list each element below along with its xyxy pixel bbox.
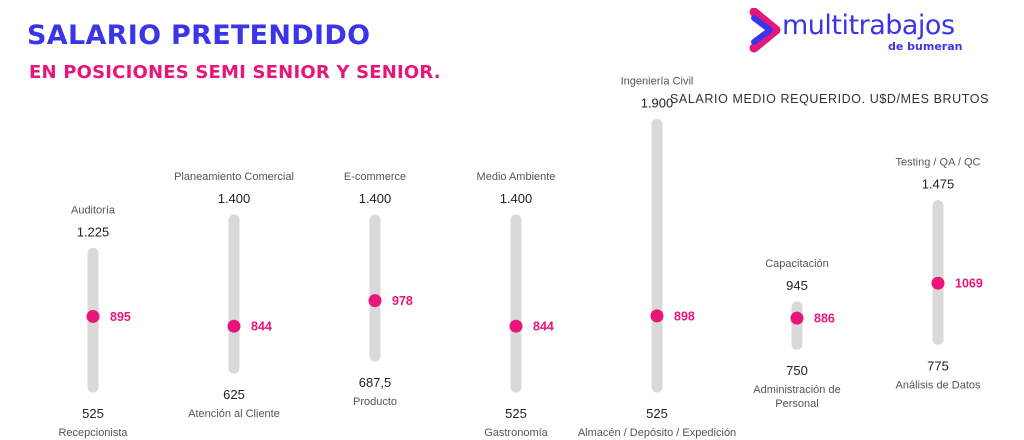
max-category-label: E-commerce — [344, 171, 406, 183]
median-dot — [650, 309, 664, 323]
max-category-label: Auditoría — [71, 204, 116, 216]
max-value-label: 1.475 — [922, 177, 955, 192]
logo-wordmark: multitrabajos — [782, 10, 955, 41]
brand-logo: multitrabajos de bumeran — [748, 6, 1016, 58]
logo-mark-icon — [749, 8, 781, 53]
max-value-label: 1.900 — [641, 95, 674, 110]
median-value-label: 895 — [110, 310, 131, 324]
median-value-label: 844 — [251, 320, 272, 334]
median-dot — [790, 311, 804, 325]
max-category-label: Planeamiento Comercial — [174, 171, 294, 183]
median-value-label: 886 — [814, 312, 835, 326]
median-value-label: 898 — [674, 309, 695, 323]
min-category-label: Producto — [353, 396, 397, 408]
max-value-label: 1.400 — [500, 191, 533, 206]
median-dot — [227, 319, 241, 333]
min-value-label: 687,5 — [359, 375, 392, 390]
min-category-label: Atención al Cliente — [188, 408, 280, 420]
max-value-label: 1.225 — [77, 224, 110, 239]
min-value-label: 775 — [927, 358, 949, 373]
logo-subtext: de bumeran — [888, 40, 963, 53]
max-value-label: 945 — [786, 278, 808, 293]
min-value-label: 525 — [82, 406, 104, 421]
min-category-label: Almacén / Depósito / Expedición — [578, 427, 736, 439]
max-value-label: 1.400 — [218, 191, 251, 206]
median-dot — [509, 319, 523, 333]
min-value-label: 525 — [646, 406, 668, 421]
max-category-label: Ingeniería Civil — [621, 75, 694, 87]
median-value-label: 844 — [533, 320, 554, 334]
min-category-label: Análisis de Datos — [896, 379, 981, 391]
min-value-label: 625 — [223, 387, 245, 402]
max-category-label: Capacitación — [765, 258, 829, 270]
max-category-label: Testing / QA / QC — [896, 157, 981, 169]
median-dot — [931, 276, 945, 290]
median-dot — [86, 309, 100, 323]
median-dot — [368, 294, 382, 308]
page-title: SALARIO PRETENDIDO — [27, 20, 371, 51]
min-category-label: Administración de Personal — [753, 384, 840, 410]
min-category-label: Gastronomía — [484, 427, 548, 439]
min-value-label: 750 — [786, 363, 808, 378]
page-subtitle: EN POSICIONES SEMI SENIOR Y SENIOR. — [29, 62, 441, 83]
max-category-label: Medio Ambiente — [477, 171, 556, 183]
median-value-label: 978 — [392, 294, 413, 308]
median-value-label: 1069 — [955, 277, 983, 291]
min-value-label: 525 — [505, 406, 527, 421]
min-category-label: Recepcionista — [58, 427, 128, 439]
chart-title: SALARIO MEDIO REQUERIDO. U$D/MES BRUTOS — [670, 92, 990, 106]
max-value-label: 1.400 — [359, 191, 392, 206]
